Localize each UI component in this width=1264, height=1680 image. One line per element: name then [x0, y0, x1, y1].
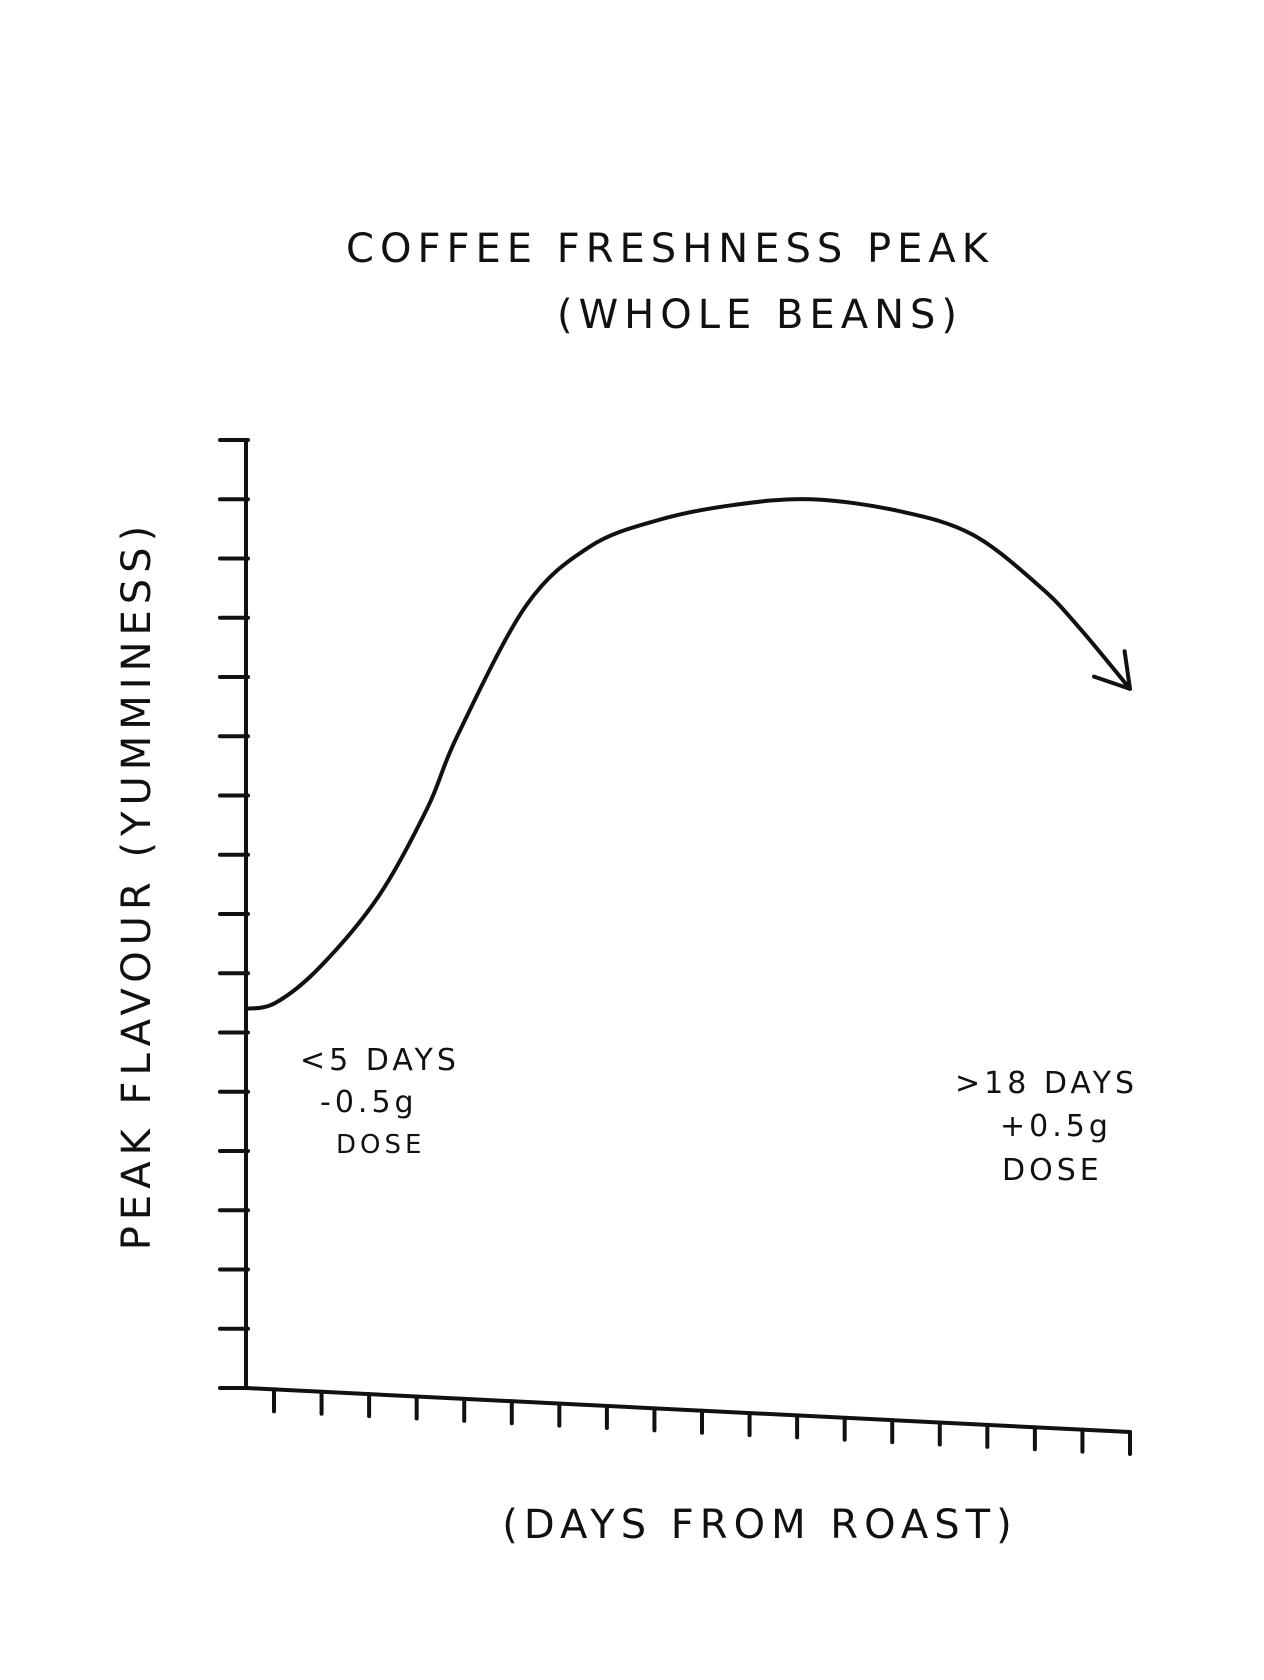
chart-title: COFFEE FRESHNESS PEAK — [346, 226, 994, 272]
annotation-left-line-1: <5 DAYS — [300, 1043, 460, 1078]
annotation-right: >18 DAYS +0.5g DOSE — [955, 1066, 1138, 1188]
series-line-0 — [244, 497, 1132, 1011]
arrowhead — [1092, 649, 1132, 691]
x-axis-label: (DAYS FROM ROAST) — [502, 1502, 1017, 1548]
annotation-left-line-2: -0.5g — [320, 1085, 418, 1120]
x-axis-line — [244, 1386, 1132, 1434]
annotation-right-line-1: >18 DAYS — [955, 1066, 1138, 1101]
chart-subtitle: (WHOLE BEANS) — [557, 292, 963, 338]
y-axis-label: PEAK FLAVOUR (YUMMINESS) — [114, 520, 160, 1250]
annotation-right-line-3: DOSE — [1002, 1153, 1103, 1188]
annotation-right-line-2: +0.5g — [1000, 1109, 1112, 1144]
annotation-left: <5 DAYS -0.5g DOSE — [300, 1043, 460, 1160]
annotation-left-line-3: DOSE — [336, 1130, 425, 1160]
axes — [218, 438, 1132, 1456]
series-group — [244, 497, 1132, 1011]
